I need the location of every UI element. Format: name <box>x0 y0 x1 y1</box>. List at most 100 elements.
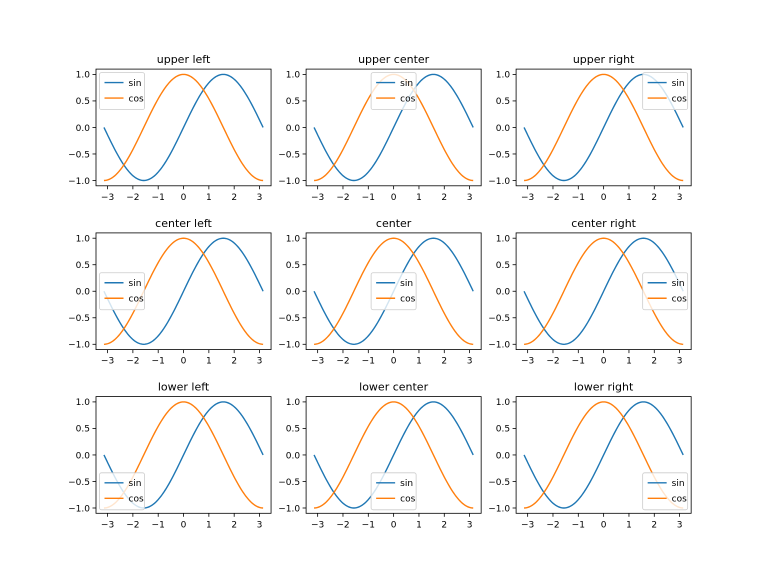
legend-box <box>370 472 417 511</box>
x-tick-label: 1 <box>416 193 422 203</box>
y-tick-label: −1.0 <box>278 341 300 351</box>
legend-label-sin: sin <box>400 479 413 489</box>
y-tick-label: 0.5 <box>286 425 300 435</box>
x-tick-label: −1 <box>152 193 165 203</box>
legend-label-cos: cos <box>400 495 415 505</box>
y-tick-label: −0.5 <box>68 150 90 160</box>
legend-box <box>642 72 689 110</box>
y-tick-label: 0.0 <box>286 288 301 298</box>
y-tick-label: 0.5 <box>286 261 300 271</box>
y-tick-label: 1.0 <box>286 398 301 408</box>
x-tick-label: −3 <box>311 357 324 367</box>
y-tick-label: 0.5 <box>76 261 90 271</box>
x-tick-label: 3 <box>467 520 473 530</box>
line-sin <box>523 237 684 346</box>
y-tick-label: −1.0 <box>68 341 90 351</box>
y-tick-label: 0.0 <box>76 124 91 134</box>
legend-label-sin: sin <box>129 279 142 289</box>
y-tick-label: 0.5 <box>496 261 510 271</box>
x-tick-label: −3 <box>311 520 324 530</box>
line-cos <box>103 237 264 345</box>
y-tick-label: −0.5 <box>488 478 510 488</box>
legend-box <box>642 472 689 511</box>
x-tick-label: 0 <box>181 520 187 530</box>
y-tick-label: −1.0 <box>68 177 90 187</box>
x-tick-label: −2 <box>546 520 559 530</box>
y-tick-label: −0.5 <box>278 150 300 160</box>
x-tick-label: −1 <box>362 193 375 203</box>
y-tick-label: −1.0 <box>488 504 510 514</box>
x-tick-label: 0 <box>391 357 397 367</box>
x-tick-label: −2 <box>126 357 139 367</box>
x-tick-label: −2 <box>336 193 349 203</box>
y-tick-label: −1.0 <box>488 177 510 187</box>
y-tick-label: −1.0 <box>278 504 300 514</box>
x-tick-label: 1 <box>206 520 212 530</box>
x-tick-label: 3 <box>257 520 263 530</box>
x-tick-label: 0 <box>391 520 397 530</box>
subplot-title: lower left <box>158 381 210 394</box>
legend-label-cos: cos <box>400 94 415 104</box>
y-tick-label: 0.5 <box>76 97 90 107</box>
x-tick-label: 1 <box>626 193 632 203</box>
y-tick-label: 1.0 <box>286 71 301 81</box>
line-sin <box>103 237 264 346</box>
y-tick-label: 0.0 <box>76 451 91 461</box>
y-tick-label: 0.5 <box>76 425 90 435</box>
y-tick-label: −0.5 <box>488 314 510 324</box>
subplot-lower-right: lower right −3 −2 −1 0 1 2 3 −1.0 −0.5 0.0 0.5 1.0 si… <box>488 381 692 530</box>
subplot-title: upper left <box>157 53 211 66</box>
legend-label-sin: sin <box>400 279 413 289</box>
legend: sin cos <box>370 272 417 311</box>
x-tick-label: 3 <box>467 357 473 367</box>
subplot-upper-right: upper right −3 −2 −1 0 1 2 3 −1.0 −0.5 0.0 0.5 1.0 si… <box>488 53 692 203</box>
line-cos <box>524 73 684 182</box>
x-tick-label: 0 <box>181 193 187 203</box>
x-tick-label: −1 <box>572 520 585 530</box>
y-tick-label: 1.0 <box>76 71 91 81</box>
x-tick-label: −3 <box>101 193 114 203</box>
subplot-title: upper center <box>358 53 430 66</box>
subplot-center-right: center right −3 −2 −1 0 1 2 3 −1.0 −0.5 0.0 0.5 1.0 s… <box>488 217 692 367</box>
line-cos <box>103 73 264 182</box>
x-tick-label: 0 <box>601 520 607 530</box>
x-tick-label: 1 <box>416 520 422 530</box>
x-tick-label: 2 <box>441 193 447 203</box>
legend: sin cos <box>370 472 417 511</box>
x-tick-label: 0 <box>391 193 397 203</box>
y-tick-label: −0.5 <box>278 478 300 488</box>
x-tick-label: −2 <box>336 520 349 530</box>
legend-box <box>642 272 689 311</box>
x-tick-label: 3 <box>677 193 683 203</box>
x-tick-label: 1 <box>206 193 212 203</box>
legend-label-cos: cos <box>129 495 144 505</box>
y-tick-label: 1.0 <box>496 398 511 408</box>
x-tick-label: 1 <box>416 357 422 367</box>
subplot-lower-left: lower left −3 −2 −1 0 1 2 3 −1.0 −0.5 0.0 0.5 1.0 sin… <box>68 381 272 530</box>
x-tick-label: 2 <box>651 520 657 530</box>
legend-label-cos: cos <box>129 94 144 104</box>
x-tick-label: −3 <box>101 357 114 367</box>
legend-label-sin: sin <box>672 479 685 489</box>
y-tick-label: −0.5 <box>68 314 90 324</box>
x-tick-label: −3 <box>311 193 324 203</box>
y-tick-label: −0.5 <box>278 314 300 324</box>
y-tick-label: 1.0 <box>286 235 301 245</box>
x-tick-label: 0 <box>181 357 187 367</box>
x-tick-label: −2 <box>126 520 139 530</box>
legend-label-cos: cos <box>672 295 687 305</box>
legend-label-sin: sin <box>129 79 142 89</box>
legend-label-sin: sin <box>672 79 685 89</box>
y-tick-label: 0.5 <box>496 425 510 435</box>
legend: sin cos <box>370 72 417 110</box>
x-tick-label: −3 <box>521 520 534 530</box>
subplot-lower-center: lower center −3 −2 −1 0 1 2 3 −1.0 −0.5 0.0 0.5 1.0 s… <box>278 381 482 530</box>
y-tick-label: 0.0 <box>496 124 511 134</box>
legend-box <box>99 72 145 110</box>
y-tick-label: 1.0 <box>76 398 91 408</box>
x-tick-label: −3 <box>521 193 534 203</box>
subplot-upper-left: upper left −3 −2 −1 0 1 2 3 −1.0 −0.5 0.0 0.5 1.0 sin… <box>68 53 272 203</box>
line-cos <box>314 401 474 509</box>
line-sin <box>313 73 474 182</box>
